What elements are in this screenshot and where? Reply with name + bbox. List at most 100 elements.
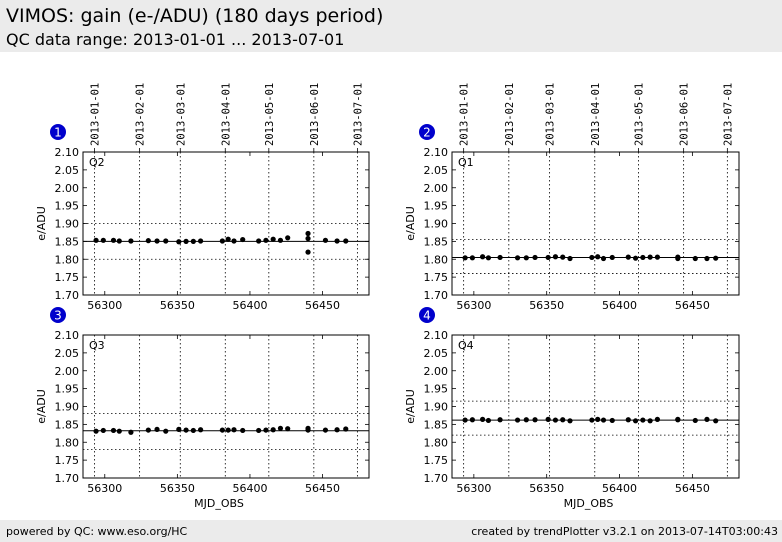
data-point: [479, 416, 486, 422]
x-axis-label: MJD_OBS: [194, 497, 244, 510]
data-point: [93, 428, 99, 434]
data-point: [163, 238, 169, 244]
plot-frame: [451, 334, 740, 479]
y-tick-label: 1.85: [55, 418, 80, 431]
date-tick-label: 2013-07-01: [352, 83, 364, 146]
data-point: [560, 254, 566, 260]
y-tick-label: 1.85: [424, 235, 449, 248]
data-point: [545, 254, 551, 261]
page-subtitle: QC data range: 2013-01-01 ... 2013-07-01: [6, 30, 345, 49]
x-tick-label: 56350: [160, 299, 195, 312]
plot-frame: [82, 334, 370, 479]
y-tick-label: 1.70: [55, 472, 80, 485]
data-point: [514, 417, 521, 423]
data-point: [567, 418, 573, 424]
x-tick-label: 56450: [305, 482, 340, 495]
plot-background: [452, 335, 739, 478]
data-point: [116, 238, 122, 244]
data-point: [263, 427, 269, 433]
data-point: [647, 254, 653, 260]
date-tick-label: 2013-01-01: [459, 83, 471, 146]
data-point: [190, 427, 196, 434]
data-point: [640, 254, 646, 261]
data-point: [523, 255, 529, 261]
plot-frame: [451, 151, 740, 296]
data-point: [497, 417, 503, 423]
data-point: [625, 254, 631, 260]
data-point: [552, 254, 559, 260]
y-tick-label: 1.95: [424, 383, 449, 396]
y-tick-label: 2.00: [55, 365, 80, 378]
y-tick-label: 1.85: [55, 235, 80, 248]
y-tick-label: 1.90: [55, 218, 80, 231]
plot-background: [452, 152, 739, 295]
y-tick-label: 1.90: [424, 218, 449, 231]
data-point: [183, 238, 189, 244]
data-point: [225, 427, 231, 433]
plot-background: [83, 335, 369, 478]
date-tick-label: 2013-07-01: [722, 83, 734, 146]
y-tick-label: 1.75: [424, 271, 449, 284]
y-axis-label: e/ADU: [404, 206, 417, 241]
x-tick-label: 56350: [529, 299, 564, 312]
data-point: [692, 417, 698, 424]
y-tick-label: 2.05: [55, 347, 80, 360]
data-point: [197, 427, 204, 433]
badge-number: 4: [423, 309, 431, 323]
x-tick-label: 56450: [305, 299, 340, 312]
data-point: [514, 255, 521, 261]
panel-label: Q4: [458, 339, 474, 352]
data-point: [270, 236, 276, 242]
data-point: [462, 255, 468, 261]
y-tick-label: 1.70: [424, 472, 449, 485]
y-tick-label: 1.80: [55, 253, 80, 266]
data-point: [625, 417, 631, 423]
data-point: [305, 235, 311, 242]
data-point: [640, 417, 646, 423]
data-point: [675, 417, 681, 423]
y-tick-label: 1.80: [424, 253, 449, 266]
data-point: [479, 254, 486, 260]
data-point: [110, 427, 117, 434]
data-point: [532, 254, 538, 261]
data-point: [93, 237, 99, 243]
y-tick-label: 1.95: [424, 200, 449, 213]
data-point: [462, 417, 468, 423]
data-point: [589, 417, 595, 423]
badge-number: 3: [54, 309, 62, 323]
data-point: [560, 417, 566, 423]
y-tick-label: 2.00: [424, 365, 449, 378]
date-tick-label: 2013-01-01: [90, 83, 102, 146]
data-point: [692, 255, 698, 262]
data-point: [128, 238, 134, 244]
data-point: [305, 427, 311, 433]
y-tick-label: 1.75: [55, 271, 80, 284]
chart-panel: 1.70 1.75 1.80 1.85 1.90 1.95 2.00 2.05 2.10 5630…: [35, 83, 370, 312]
header-bar: VIMOS: gain (e-/ADU) (180 days period) Q…: [0, 0, 782, 52]
data-point: [343, 426, 349, 432]
data-point: [163, 428, 169, 434]
data-point: [128, 429, 134, 435]
y-tick-label: 1.85: [424, 418, 449, 431]
data-point: [154, 426, 160, 432]
data-point: [654, 254, 661, 260]
data-point: [545, 416, 551, 422]
data-point: [469, 417, 475, 423]
data-point: [116, 428, 122, 434]
y-tick-label: 1.95: [55, 200, 80, 213]
data-point: [334, 427, 340, 433]
data-point: [231, 427, 237, 433]
data-point: [600, 255, 607, 262]
y-tick-label: 2.05: [55, 164, 80, 177]
data-point: [219, 427, 225, 433]
date-tick-label: 2013-05-01: [264, 83, 276, 146]
x-tick-label: 56400: [602, 482, 637, 495]
data-point: [183, 427, 189, 433]
data-point: [225, 236, 231, 242]
footer-credit: powered by QC: www.eso.org/HC: [6, 525, 188, 538]
date-tick-label: 2013-05-01: [633, 83, 645, 146]
badge-number: 2: [423, 126, 431, 140]
data-point: [322, 237, 329, 243]
data-point: [497, 254, 503, 261]
data-point: [176, 426, 182, 432]
